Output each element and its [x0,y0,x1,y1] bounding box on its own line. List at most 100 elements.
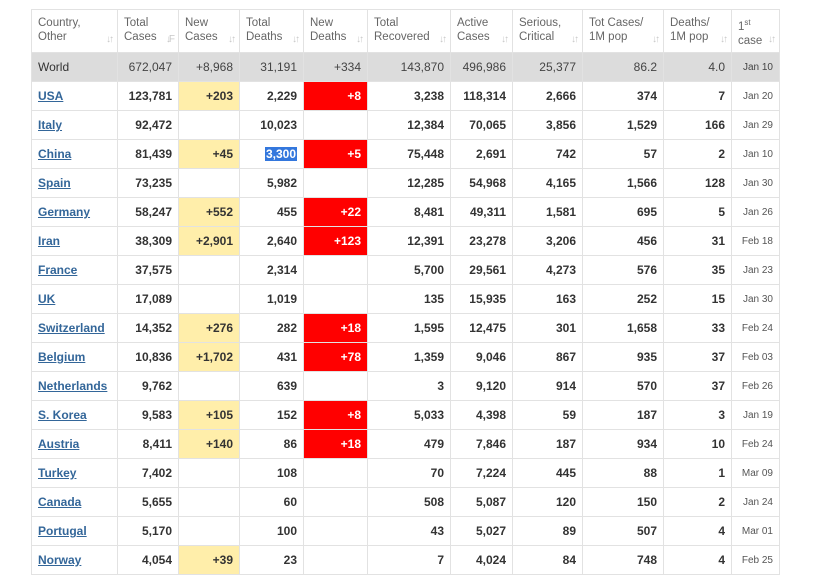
cell-total-deaths: 10,023 [239,110,304,140]
cell-total-cases: 58,247 [117,197,179,227]
sort-arrows-icon[interactable]: ↓↑ [228,34,236,45]
sort-arrows-icon[interactable]: ↓↑ [106,34,114,45]
country-link[interactable]: France [38,263,78,277]
header-label-line1: New [310,17,334,29]
cell-country: Belgium [31,342,118,372]
country-link[interactable]: Turkey [38,466,77,480]
cell-deaths-per-1m: 31 [663,226,732,256]
cell-total-cases: 37,575 [117,255,179,285]
sort-arrows-icon[interactable]: ↓↑ [501,34,509,45]
sort-arrows-icon[interactable]: ↓↑ [292,34,300,45]
cell-deaths-per-1m: 2 [663,139,732,169]
header-new-deaths[interactable]: New Deaths ↓↑ [303,9,368,53]
country-link[interactable]: Italy [38,118,63,132]
header-total-recovered[interactable]: Total Recovered ↓↑ [367,9,451,53]
country-link[interactable]: Portugal [38,524,87,538]
table-row: UK 17,089 1,019 135 15,935 163 252 15 Jan 30 [31,284,780,314]
cell-country: Switzerland [31,313,118,343]
cell-cases-per-1m: 934 [582,429,664,459]
cell-cases-per-1m: 456 [582,226,664,256]
table-row: Switzerland 14,352 +276 282 +18 1,595 12,475 30… [31,313,780,343]
cell-total-cases: 17,089 [117,284,179,314]
cell-country: Norway [31,545,118,575]
cell-new-deaths: +22 [303,197,368,227]
cell-new-deaths [303,458,368,488]
country-link[interactable]: Belgium [38,350,86,364]
header-deaths-per-1m[interactable]: Deaths/1M pop ↓↑ [663,9,732,53]
country-link[interactable]: Iran [38,234,61,248]
header-cases-per-1m[interactable]: Tot Cases/1M pop ↓↑ [582,9,664,53]
cell-first-case: Mar 01 [731,516,780,546]
header-country[interactable]: Country, Other ↓↑ [31,9,118,53]
header-label-line1: 1 [738,20,745,33]
cell-new-deaths: +8 [303,81,368,111]
sort-arrows-icon[interactable]: ↓↑ [356,34,364,45]
country-link[interactable]: China [38,147,72,161]
cell-total-recovered: 479 [367,429,451,459]
cell-serious-critical: 3,856 [512,110,583,140]
country-link[interactable]: Norway [38,553,82,567]
cell-deaths-per-1m: 4 [663,545,732,575]
selected-text[interactable]: 3,300 [264,147,297,161]
cell-total-cases: 92,472 [117,110,179,140]
header-serious-critical[interactable]: Serious, Critical ↓↑ [512,9,583,53]
country-link[interactable]: Switzerland [38,321,105,335]
country-link[interactable]: Canada [38,495,82,509]
header-active-cases[interactable]: Active Cases ↓↑ [450,9,513,53]
cell-new-cases [178,458,240,488]
cell-country: S. Korea [31,400,118,430]
table-row: Turkey 7,402 108 70 7,224 445 88 1 Mar 09 [31,458,780,488]
cell-total-deaths: 1,019 [239,284,304,314]
cell-cases-per-1m: 1,566 [582,168,664,198]
country-link[interactable]: Austria [38,437,80,451]
sort-arrows-icon[interactable]: ↓↑ [652,34,660,45]
cell-serious-critical: 187 [512,429,583,459]
cell-deaths-per-1m: 2 [663,487,732,517]
cell-serious-critical: 914 [512,371,583,401]
cell-total-recovered: 3 [367,371,451,401]
table-row: Italy 92,472 10,023 12,384 70,065 3,856 1,529 1… [31,110,780,140]
country-link[interactable]: Spain [38,176,71,190]
sort-arrows-icon[interactable]: ↓↑ [571,34,579,45]
cell-active-cases: 118,314 [450,81,513,111]
cell-serious-critical: 4,165 [512,168,583,198]
header-total-deaths[interactable]: Total Deaths ↓↑ [239,9,304,53]
cell-active-cases: 49,311 [450,197,513,227]
cell-country: Italy [31,110,118,140]
cell-total-deaths: 455 [239,197,304,227]
cell-new-deaths [303,371,368,401]
country-link[interactable]: S. Korea [38,408,87,422]
country-link[interactable]: Netherlands [38,379,108,393]
cell-total-recovered: 12,285 [367,168,451,198]
cell-country: France [31,255,118,285]
cell-active-cases: 7,224 [450,458,513,488]
cell-first-case: Jan 29 [731,110,780,140]
cell-serious-critical: 4,273 [512,255,583,285]
cell-total-recovered: 75,448 [367,139,451,169]
cell-serious-critical: 89 [512,516,583,546]
sort-arrows-icon[interactable]: ↓↑ [720,34,728,45]
header-label-line2: Cases [185,31,218,43]
cell-total-cases: 7,402 [117,458,179,488]
cell-serious-critical: 2,666 [512,81,583,111]
cell-total-recovered: 1,359 [367,342,451,372]
cell-new-deaths [303,255,368,285]
header-first-case[interactable]: 1st case ↓↑ [731,9,780,53]
sort-arrows-icon[interactable]: ↓F [165,34,175,45]
table-row: Netherlands 9,762 639 3 9,120 914 570 37 Feb 26 [31,371,780,401]
header-label-line2: 1M pop [670,31,709,43]
header-label-line1: Deaths/ [670,17,710,29]
country-link[interactable]: USA [38,89,64,103]
header-label-line2: 1M pop [589,31,628,43]
cell-new-cases: +552 [178,197,240,227]
table-body: World 672,047 +8,968 31,191 +334 143,870 496,9… [31,52,780,575]
sort-arrows-icon[interactable]: ↓↑ [768,34,776,45]
header-total-cases[interactable]: Total Cases ↓F [117,9,179,53]
country-link[interactable]: Germany [38,205,91,219]
cell-first-case: Jan 30 [731,168,780,198]
cell-total-cases: 4,054 [117,545,179,575]
cell-new-cases [178,110,240,140]
header-new-cases[interactable]: New Cases ↓↑ [178,9,240,53]
sort-arrows-icon[interactable]: ↓↑ [439,34,447,45]
country-link[interactable]: UK [38,292,56,306]
